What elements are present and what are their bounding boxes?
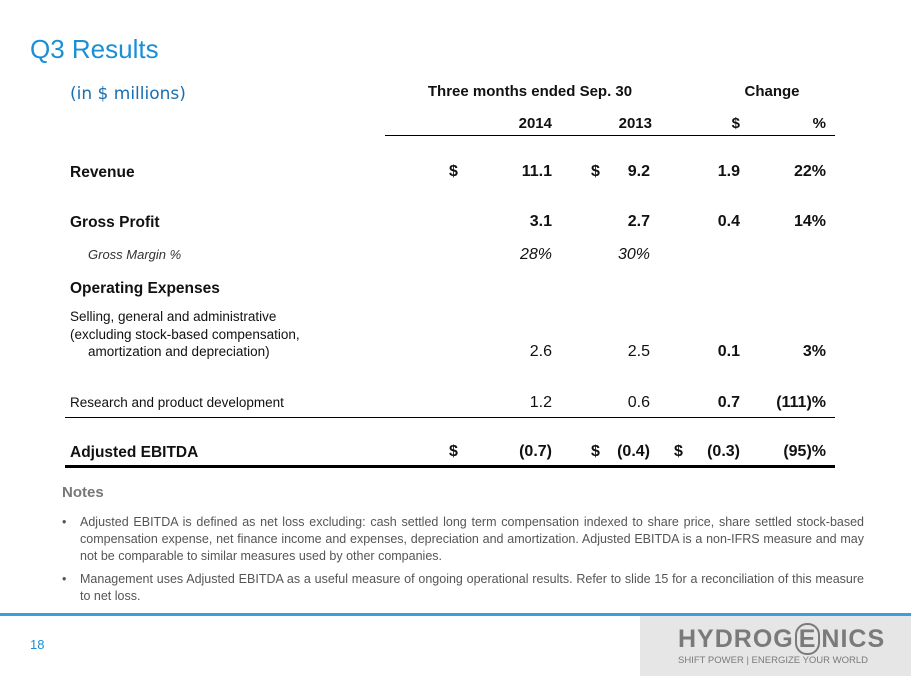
notes: • Adjusted EBITDA is defined as net loss … xyxy=(62,514,864,611)
cell: (0.7) xyxy=(519,443,552,460)
cell: $ xyxy=(449,443,458,460)
rule xyxy=(65,417,835,418)
rule xyxy=(385,135,835,136)
bullet: • xyxy=(62,572,67,586)
percent-header: % xyxy=(812,115,826,132)
row-label: Gross Profit xyxy=(70,214,160,231)
cell: 11.1 xyxy=(521,163,552,180)
dollar-header: $ xyxy=(731,115,740,132)
cell: 2.6 xyxy=(529,343,552,360)
cell: 1.9 xyxy=(717,163,740,180)
bullet: • xyxy=(62,515,67,529)
row-label: Operating Expenses xyxy=(70,280,220,297)
cell: (0.4) xyxy=(617,443,650,460)
page-number: 18 xyxy=(30,637,45,652)
cell: 0.7 xyxy=(717,394,740,411)
year-header: 2013 xyxy=(618,115,652,132)
note-text: Adjusted EBITDA is defined as net loss e… xyxy=(80,515,864,563)
logo-part: NICS xyxy=(821,625,886,653)
cell: 30% xyxy=(617,246,650,263)
cell: 28% xyxy=(519,246,552,263)
cell: $ xyxy=(591,443,600,460)
cell: 14% xyxy=(793,213,826,230)
cell: 0.4 xyxy=(717,213,740,230)
cell: $ xyxy=(674,443,683,460)
row-label: Selling, general and administrative xyxy=(70,309,277,324)
row-label: amortization and depreciation) xyxy=(88,344,270,359)
cell: 22% xyxy=(793,163,826,180)
subtitle: (in $ millions) xyxy=(70,84,186,104)
cell: 3.1 xyxy=(529,213,552,230)
row-label: Revenue xyxy=(70,164,135,181)
row-label: Gross Margin % xyxy=(88,247,182,262)
row-label: (excluding stock-based compensation, xyxy=(70,326,300,342)
title: Q3 Results xyxy=(30,34,159,64)
note: • Adjusted EBITDA is defined as net loss … xyxy=(62,514,864,565)
cell: 0.1 xyxy=(717,343,740,360)
year-header: 2014 xyxy=(518,115,552,132)
note-text: Management uses Adjusted EBITDA as a use… xyxy=(80,572,864,603)
cell: 3% xyxy=(802,343,826,360)
logo-part: E xyxy=(794,623,821,655)
cell: (111)% xyxy=(776,394,826,411)
footer-line xyxy=(0,613,911,616)
cell: 0.6 xyxy=(627,394,650,411)
cell: 1.2 xyxy=(529,394,552,411)
notes-heading: Notes xyxy=(62,484,104,501)
row-label: Research and product development xyxy=(70,395,284,410)
cell: (95)% xyxy=(783,443,826,460)
note: • Management uses Adjusted EBITDA as a us… xyxy=(62,571,864,605)
cell: (0.3) xyxy=(707,443,740,460)
logo-part: HYDROG xyxy=(678,625,794,653)
rule xyxy=(65,465,835,468)
change-header: Change xyxy=(744,83,800,100)
cell: $ xyxy=(449,163,458,180)
cell: $ xyxy=(591,163,600,180)
row-label: Adjusted EBITDA xyxy=(70,444,199,461)
period-header: Three months ended Sep. 30 xyxy=(427,83,633,100)
cell: 9.2 xyxy=(627,163,650,180)
logo-box xyxy=(640,616,911,676)
logo: HYDROG E NICS xyxy=(678,623,886,655)
tagline: SHIFT POWER | ENERGIZE YOUR WORLD xyxy=(678,655,869,666)
cell: 2.7 xyxy=(627,213,650,230)
cell: 2.5 xyxy=(627,343,650,360)
